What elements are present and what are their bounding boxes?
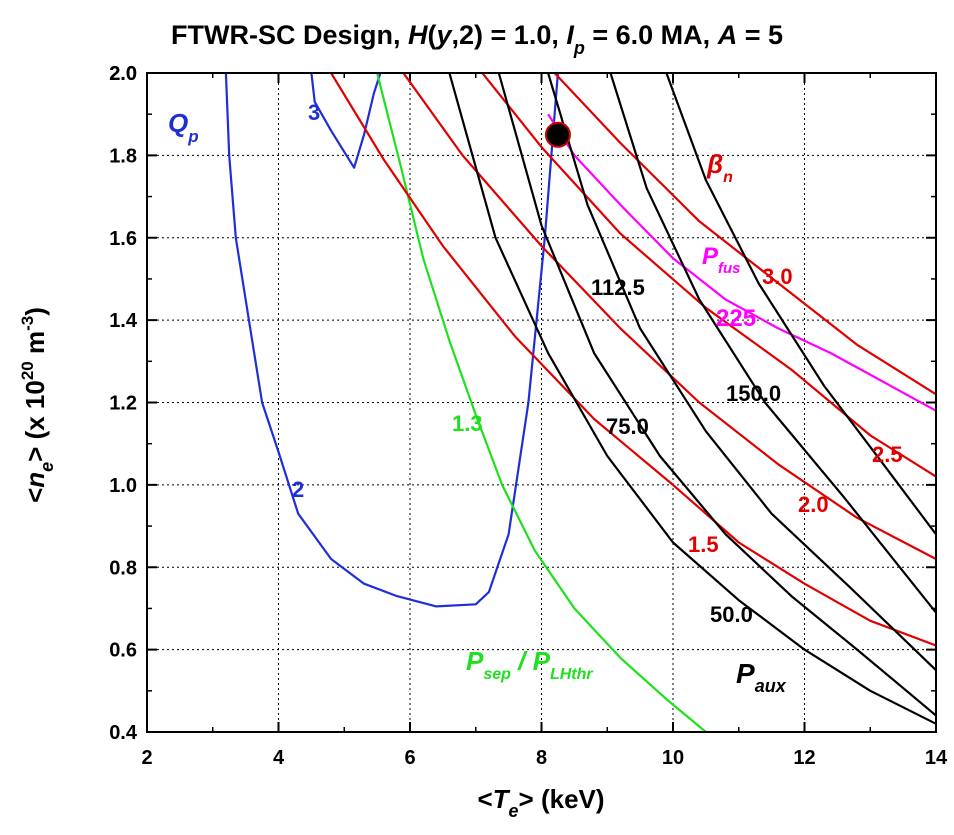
- title-ip: I: [566, 20, 574, 50]
- psep-slash: /: [511, 646, 533, 676]
- betan-15-label: 1.5: [688, 532, 719, 557]
- title-main: FTWR-SC Design,: [171, 20, 408, 50]
- title-a: A: [717, 20, 738, 50]
- x-title-sym: T: [493, 784, 511, 814]
- qp-curve-label: Qp: [168, 108, 199, 146]
- qp-curve-3: [310, 73, 382, 169]
- x-tick-label: 6: [404, 747, 415, 769]
- title-h-rest: ,2) = 1.0,: [452, 20, 567, 50]
- y-title-unit-sup: -3: [18, 316, 37, 331]
- qp-level-3-label: 3: [308, 100, 320, 125]
- x-tick-label: 10: [662, 747, 684, 769]
- paux-curve-75-0: [547, 73, 936, 671]
- paux-50-label: 50.0: [710, 602, 753, 627]
- y-tick-label: 1.0: [109, 475, 137, 497]
- y-tick-label: 2.0: [109, 63, 137, 85]
- paux-curve-112-5: [609, 73, 936, 614]
- qp-level-2-label: 2: [292, 477, 304, 502]
- psep-sub: sep: [483, 666, 511, 683]
- pfus-225-label: 225: [716, 305, 756, 332]
- title-ip-rest: = 6.0 MA,: [585, 20, 718, 50]
- betan-25-label: 2.5: [872, 442, 903, 467]
- title-a-rest: = 5: [737, 20, 783, 50]
- paux-curve-label: Paux: [736, 658, 787, 696]
- pfus-curve-225: [547, 113, 936, 412]
- paux-curve: [448, 73, 936, 725]
- y-tick-label: 0.8: [109, 557, 137, 579]
- y-title-open: <: [20, 488, 50, 503]
- y-tick-label: 1.4: [109, 310, 138, 332]
- paux-sym: P: [736, 658, 755, 689]
- paux-150-label: 150.0: [726, 381, 781, 406]
- x-tick-label: 4: [273, 747, 285, 769]
- title-ip-sub: p: [573, 38, 585, 58]
- betan-sym: β: [706, 149, 723, 179]
- betan-20-label: 2.0: [798, 492, 829, 517]
- paux-75-label: 75.0: [606, 414, 649, 439]
- title-h-open: (: [428, 20, 437, 50]
- y-title-sub: e: [37, 462, 57, 472]
- psep-level-label: 1.3: [452, 411, 483, 436]
- betan-curve-2-5: [481, 73, 936, 478]
- psep-curve-label: Psep / PLHthr: [466, 646, 593, 683]
- qp-curve-sub: p: [187, 127, 198, 146]
- plh-sub: LHthr: [550, 666, 593, 683]
- x-tick-label: 8: [536, 747, 547, 769]
- x-tick-label: 2: [141, 747, 152, 769]
- y-title-unit: m: [20, 331, 50, 361]
- psep-curve-1-3: [376, 73, 707, 732]
- operating-point: [544, 121, 571, 148]
- x-tick-label: 12: [793, 747, 815, 769]
- title-h-y: y: [435, 20, 454, 50]
- y-tick-label: 1.8: [109, 145, 137, 167]
- qp-curve-sym: Q: [168, 108, 188, 138]
- plh-sym: P: [533, 646, 551, 676]
- pfus-sub: fus: [718, 260, 741, 277]
- title-h: H: [408, 20, 428, 50]
- y-tick-label: 1.2: [109, 393, 137, 415]
- betan-curve-2-0: [402, 73, 936, 560]
- grid: [147, 73, 936, 732]
- qp-curve-2: [224, 73, 559, 608]
- y-title-sup: 20: [18, 361, 37, 380]
- pfus-curve-label: Pfus: [702, 243, 741, 277]
- y-title-mid: > (x 10: [20, 380, 50, 462]
- y-axis-title: <ne> (x 1020 m-3): [18, 307, 57, 503]
- plot-frame: [146, 72, 937, 733]
- x-title-sub: e: [509, 801, 519, 821]
- x-axis-title: <Te> (keV): [477, 784, 604, 821]
- y-title-sym: n: [20, 472, 50, 488]
- tick-labels: 2 4 6 8 10 12 14 0.4 0.6 0.8 1.0 1.2 1.4 1.6 1.8 2.0 2.0: [109, 63, 948, 769]
- psep-sym: P: [466, 646, 484, 676]
- betan-30-label: 3.0: [762, 264, 793, 289]
- y-tick-label: 0.4: [109, 722, 138, 744]
- curves: [224, 73, 936, 732]
- paux-sub: aux: [755, 676, 787, 696]
- x-title-close: > (keV): [519, 784, 605, 814]
- chart-title: FTWR-SC Design, H(y,2) = 1.0, Ip = 6.0 M…: [171, 20, 783, 58]
- y-tick-label: 0.6: [109, 640, 137, 662]
- paux-curve-50-0: [497, 73, 936, 717]
- pfus-sym: P: [702, 243, 719, 270]
- y-tick-label-overlap: 2.0: [109, 63, 137, 85]
- betan-sub: n: [723, 169, 733, 186]
- betan-curve-label: βn: [706, 149, 733, 186]
- x-title-open: <: [477, 784, 492, 814]
- paux-curve-150-0: [665, 73, 936, 535]
- betan-curve-3-0: [553, 73, 936, 396]
- betan-curve-1-5: [330, 73, 936, 647]
- paux-112-label: 112.5: [591, 275, 645, 300]
- y-tick-label: 1.6: [109, 228, 137, 250]
- x-tick-label: 14: [925, 747, 948, 769]
- y-title-close: ): [20, 307, 50, 316]
